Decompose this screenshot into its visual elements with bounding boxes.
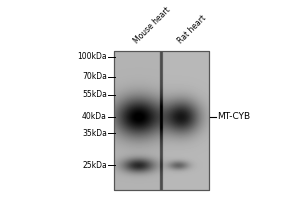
Bar [114, 51, 209, 190]
Bar [114, 51, 209, 190]
Bar [164, 51, 209, 190]
Bar [114, 51, 160, 190]
Bar [209, 19, 298, 199]
Bar [2, 19, 114, 199]
Text: 55kDa: 55kDa [82, 90, 107, 99]
Text: Rat heart: Rat heart [176, 13, 208, 45]
Bar [114, 190, 209, 199]
Text: 70kDa: 70kDa [82, 72, 107, 81]
Bar [114, 19, 209, 51]
Text: 100kDa: 100kDa [77, 52, 107, 61]
Text: Mouse heart: Mouse heart [132, 5, 172, 45]
Text: MT-CYB: MT-CYB [217, 112, 250, 121]
Text: 35kDa: 35kDa [82, 129, 107, 138]
Text: 25kDa: 25kDa [82, 161, 107, 170]
Text: 40kDa: 40kDa [82, 112, 107, 121]
